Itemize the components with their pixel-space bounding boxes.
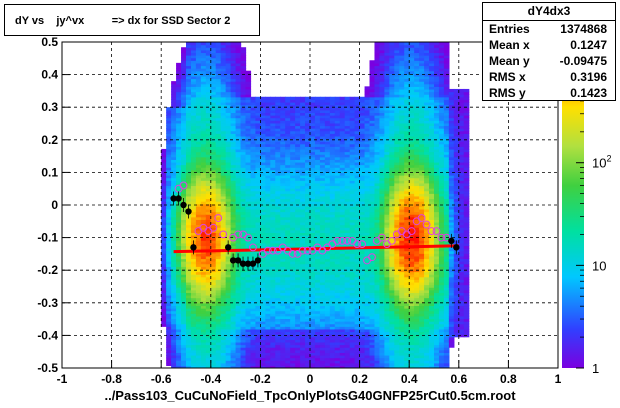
stats-row-rms-x: RMS x 0.3196 [489, 70, 607, 84]
x-tick-label: 0 [307, 372, 314, 386]
open-marker [353, 240, 362, 249]
x-tick-label: 0.4 [401, 372, 418, 386]
stats-row-rms-y: RMS y 0.1423 [489, 86, 607, 100]
filled-marker [254, 257, 262, 264]
stats-histogram-name: dY4dx3 [483, 3, 615, 21]
y-tick-label: -0.5 [37, 361, 58, 375]
filled-marker [249, 260, 257, 267]
x-tick-label: -0.2 [250, 372, 271, 386]
open-marker [387, 236, 396, 245]
y-tick-label: 0.3 [41, 100, 58, 114]
open-marker [432, 227, 441, 235]
stats-row-mean-x: Mean x 0.1247 [489, 38, 607, 52]
filled-marker [180, 201, 187, 209]
open-marker [343, 236, 352, 245]
x-tick-label: -0.4 [200, 372, 221, 386]
y-tick-label: 0 [51, 198, 58, 212]
filled-marker [170, 195, 177, 202]
open-marker [214, 214, 223, 222]
open-marker [333, 236, 342, 245]
y-tick-label: -0.1 [37, 231, 58, 245]
open-marker [219, 230, 228, 239]
filled-marker [448, 237, 455, 245]
profile-markers [170, 181, 460, 271]
x-tick-label: 0.2 [351, 372, 368, 386]
y-tick-label: 0.5 [41, 35, 58, 49]
open-marker [303, 246, 312, 255]
open-marker [422, 220, 431, 229]
y-tick-label: 0.4 [41, 68, 58, 82]
x-tick-label: -0.6 [151, 372, 172, 386]
filled-marker [229, 257, 237, 264]
color-scale-tick-label: 102 [592, 154, 611, 171]
y-tick-label: 0.2 [41, 133, 58, 147]
y-tick-label: 0.1 [41, 165, 58, 179]
x-tick-label: -1 [57, 372, 68, 386]
open-marker [427, 227, 436, 235]
filled-marker [453, 244, 460, 251]
open-marker [358, 240, 366, 249]
color-scale-tick-label: 10 [592, 258, 606, 273]
open-marker [209, 223, 218, 232]
open-marker [179, 181, 188, 190]
x-tick-label: 0.6 [450, 372, 467, 386]
x-axis-label: ../Pass103_CuCuNoField_TpcOnlyPlotsG40GN… [104, 388, 516, 403]
filled-marker [234, 257, 242, 264]
open-marker [263, 246, 272, 255]
open-marker [368, 253, 376, 262]
heatmap-area [161, 42, 470, 368]
filled-marker [185, 208, 192, 215]
stats-box: dY4dx3 Entries 1374868 Mean x 0.1247 Mean … [482, 2, 616, 101]
open-marker [244, 233, 252, 242]
y-tick-label: -0.3 [37, 296, 58, 310]
open-marker [417, 214, 426, 222]
open-marker [268, 246, 277, 255]
color-scale-bar [562, 42, 584, 368]
filled-marker [239, 260, 247, 267]
stats-row-entries: Entries 1374868 [489, 22, 607, 36]
filled-marker [244, 260, 252, 267]
color-scale-tick-label: 1 [592, 361, 599, 376]
chart-title: dY vs jy^vx => dx for SSD Sector 2 [4, 4, 260, 36]
open-marker [442, 233, 451, 242]
open-marker [407, 227, 416, 235]
filled-marker [190, 244, 197, 251]
open-marker [249, 243, 257, 252]
y-tick-label: -0.2 [37, 263, 58, 277]
x-tick-label: -0.8 [101, 372, 122, 386]
filled-marker [175, 195, 182, 202]
axis-ticks: -1 -0.8 -0.6 -0.4 -0.2 0 0.2 0.4 0.6 0.8 1 -0.5 -0.4… [37, 35, 561, 386]
open-marker [288, 250, 297, 258]
y-tick-label: -0.4 [37, 328, 58, 342]
stats-row-mean-y: Mean y -0.09475 [489, 54, 607, 68]
open-marker [378, 233, 386, 242]
x-tick-label: 0.8 [500, 372, 517, 386]
open-marker [234, 230, 242, 239]
open-marker [298, 246, 307, 255]
open-marker [338, 236, 347, 245]
x-tick-label: 1 [555, 372, 562, 386]
filled-marker [224, 244, 232, 251]
fit-line [173, 244, 459, 254]
open-marker [437, 233, 446, 242]
